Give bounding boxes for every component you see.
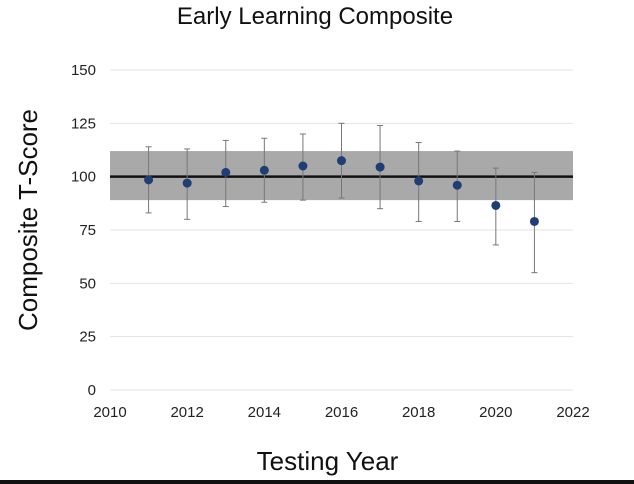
y-tick-label-125: 125	[71, 115, 96, 132]
x-axis-label: Testing Year	[257, 446, 399, 476]
chart-title: Early Learning Composite	[177, 3, 453, 30]
data-point-2013	[221, 167, 231, 177]
data-point-2011	[144, 175, 154, 185]
x-tick-label-2014: 2014	[248, 404, 281, 421]
y-tick-label-0: 0	[88, 382, 96, 399]
y-tick-label-75: 75	[79, 222, 96, 239]
y-tick-label-100: 100	[71, 169, 96, 186]
data-point-2018	[414, 176, 424, 186]
x-tick-label-2020: 2020	[479, 404, 512, 421]
y-tick-label-150: 150	[71, 62, 96, 79]
data-point-2019	[452, 180, 462, 190]
data-point-2015	[298, 161, 308, 171]
x-tick-label-2016: 2016	[325, 404, 358, 421]
x-tick-labels: 2010 2012 2014 2016 2018 2020 2022	[93, 404, 589, 421]
data-point-2012	[182, 178, 192, 188]
y-tick-label-50: 50	[79, 275, 96, 292]
x-tick-label-2012: 2012	[170, 404, 203, 421]
y-tick-labels: 0 25 50 75 100 125 150	[71, 62, 96, 399]
data-point-2017	[375, 162, 385, 172]
y-axis-label: Composite T-Score	[13, 109, 43, 331]
x-tick-label-2018: 2018	[402, 404, 435, 421]
data-point-2020	[491, 200, 501, 210]
bottom-rule	[0, 480, 634, 484]
data-point-2014	[259, 165, 269, 175]
data-points	[144, 156, 539, 226]
data-point-2016	[337, 156, 346, 166]
y-tick-label-25: 25	[79, 329, 96, 346]
x-tick-label-2022: 2022	[556, 404, 589, 421]
data-point-2021	[529, 216, 539, 226]
x-tick-label-2010: 2010	[93, 404, 126, 421]
gridlines	[110, 69, 573, 391]
